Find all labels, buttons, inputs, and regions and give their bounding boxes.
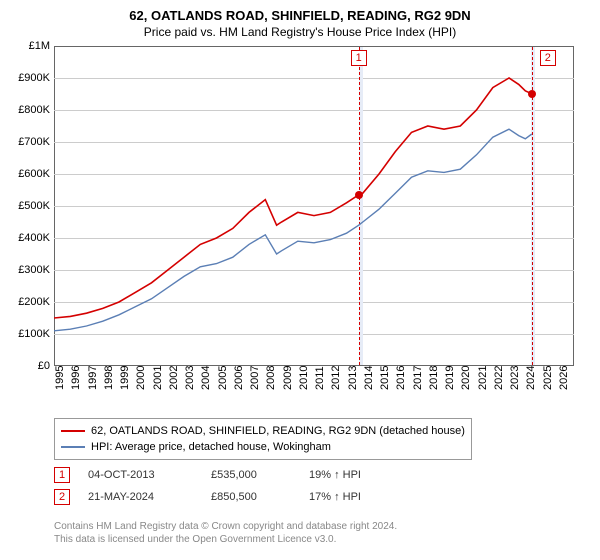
series-line xyxy=(54,78,532,318)
y-tick-label: £100K xyxy=(2,328,50,340)
x-tick-label: 2005 xyxy=(217,366,229,390)
x-tick-label: 1995 xyxy=(54,366,66,390)
transaction-price: £850,500 xyxy=(211,491,291,503)
chart-area: £0£100K£200K£300K£400K£500K£600K£700K£80… xyxy=(54,46,574,376)
x-tick-label: 2014 xyxy=(363,366,375,390)
series-svg xyxy=(54,46,574,366)
marker-label-box: 1 xyxy=(351,50,367,66)
x-tick-label: 2006 xyxy=(233,366,245,390)
chart-subtitle: Price paid vs. HM Land Registry's House … xyxy=(0,23,600,39)
y-tick-label: £1M xyxy=(2,40,50,52)
transactions-table: 1 04-OCT-2013 £535,000 19% ↑ HPI 2 21-MAY-202… xyxy=(54,464,409,508)
legend-row: HPI: Average price, detached house, Woki… xyxy=(61,439,465,455)
transaction-marker: 2 xyxy=(54,489,70,505)
transaction-row: 1 04-OCT-2013 £535,000 19% ↑ HPI xyxy=(54,464,409,486)
x-tick-label: 2020 xyxy=(460,366,472,390)
x-tick-label: 1999 xyxy=(119,366,131,390)
x-tick-label: 2000 xyxy=(135,366,147,390)
transaction-price: £535,000 xyxy=(211,469,291,481)
y-tick-label: £400K xyxy=(2,232,50,244)
x-tick-label: 2011 xyxy=(314,366,326,390)
x-tick-label: 2008 xyxy=(265,366,277,390)
x-tick-label: 2012 xyxy=(330,366,342,390)
x-tick-label: 2003 xyxy=(184,366,196,390)
transaction-pct: 17% ↑ HPI xyxy=(309,491,409,503)
chart-title: 62, OATLANDS ROAD, SHINFIELD, READING, R… xyxy=(0,0,600,23)
y-tick-label: £300K xyxy=(2,264,50,276)
legend-swatch xyxy=(61,446,85,448)
x-tick-label: 2001 xyxy=(152,366,164,390)
y-tick-label: £0 xyxy=(2,360,50,372)
x-tick-label: 2024 xyxy=(525,366,537,390)
y-tick-label: £600K xyxy=(2,168,50,180)
marker-label-box: 2 xyxy=(540,50,556,66)
y-tick-label: £800K xyxy=(2,104,50,116)
transaction-date: 21-MAY-2024 xyxy=(88,491,193,503)
x-tick-label: 2007 xyxy=(249,366,261,390)
transaction-date: 04-OCT-2013 xyxy=(88,469,193,481)
series-line xyxy=(54,129,532,331)
footer-line1: Contains HM Land Registry data © Crown c… xyxy=(54,520,397,533)
x-tick-label: 2015 xyxy=(379,366,391,390)
x-tick-label: 2026 xyxy=(558,366,570,390)
x-tick-label: 2004 xyxy=(200,366,212,390)
footer-attribution: Contains HM Land Registry data © Crown c… xyxy=(54,520,397,546)
x-tick-label: 2009 xyxy=(282,366,294,390)
x-tick-label: 2022 xyxy=(493,366,505,390)
y-tick-label: £200K xyxy=(2,296,50,308)
x-tick-label: 2017 xyxy=(412,366,424,390)
x-tick-label: 2013 xyxy=(347,366,359,390)
legend-label: HPI: Average price, detached house, Woki… xyxy=(91,441,331,453)
legend-label: 62, OATLANDS ROAD, SHINFIELD, READING, R… xyxy=(91,425,465,437)
y-tick-label: £900K xyxy=(2,72,50,84)
transaction-marker: 1 xyxy=(54,467,70,483)
y-tick-label: £700K xyxy=(2,136,50,148)
x-tick-label: 2021 xyxy=(477,366,489,390)
x-tick-label: 1998 xyxy=(103,366,115,390)
x-tick-label: 2010 xyxy=(298,366,310,390)
marker-point xyxy=(528,90,536,98)
transaction-pct: 19% ↑ HPI xyxy=(309,469,409,481)
x-tick-label: 1996 xyxy=(70,366,82,390)
x-tick-label: 1997 xyxy=(87,366,99,390)
x-tick-label: 2018 xyxy=(428,366,440,390)
marker-point xyxy=(355,191,363,199)
chart-container: 62, OATLANDS ROAD, SHINFIELD, READING, R… xyxy=(0,0,600,560)
legend-swatch xyxy=(61,430,85,432)
transaction-row: 2 21-MAY-2024 £850,500 17% ↑ HPI xyxy=(54,486,409,508)
x-tick-label: 2019 xyxy=(444,366,456,390)
legend-row: 62, OATLANDS ROAD, SHINFIELD, READING, R… xyxy=(61,423,465,439)
legend-box: 62, OATLANDS ROAD, SHINFIELD, READING, R… xyxy=(54,418,472,460)
x-tick-label: 2023 xyxy=(509,366,521,390)
y-tick-label: £500K xyxy=(2,200,50,212)
footer-line2: This data is licensed under the Open Gov… xyxy=(54,533,397,546)
x-tick-label: 2002 xyxy=(168,366,180,390)
x-tick-label: 2016 xyxy=(395,366,407,390)
x-tick-label: 2025 xyxy=(542,366,554,390)
